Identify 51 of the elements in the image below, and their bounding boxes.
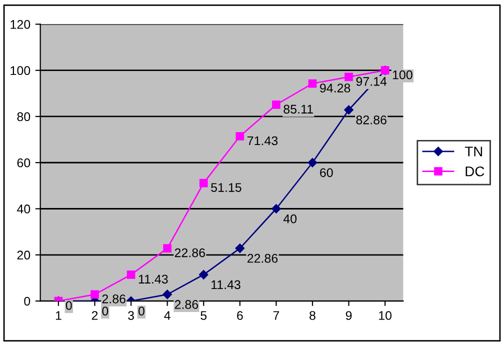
point	[90, 290, 99, 299]
x-tick-label: 1	[56, 311, 62, 320]
data-label: 82.86	[356, 116, 386, 124]
data-label: 2.86	[102, 294, 126, 304]
y-tick-label: 0	[24, 296, 30, 306]
y-tick-label: 60	[17, 158, 30, 168]
point	[272, 204, 281, 214]
data-label: 0	[66, 301, 72, 310]
point	[344, 105, 354, 115]
y-tick-label: 40	[16, 204, 30, 214]
x-tick-label: 3	[128, 311, 134, 320]
data-label: 11.43	[212, 280, 240, 290]
x-tick-label: 9	[346, 311, 352, 320]
point	[198, 270, 208, 280]
data-label: 85.11	[284, 104, 313, 114]
point	[163, 244, 172, 252]
data-label: 51.15	[211, 183, 242, 192]
point	[272, 100, 280, 109]
x-tick-label: 6	[237, 311, 243, 320]
x-tick-label: 8	[310, 311, 316, 320]
data-label: 0	[138, 306, 144, 316]
legend-label: DC	[466, 166, 484, 176]
point	[236, 132, 244, 140]
data-label: 71.43	[247, 136, 278, 146]
data-label: 40	[283, 214, 297, 224]
data-label: 2.86	[174, 300, 198, 309]
data-label: 60	[320, 168, 333, 178]
x-tick-label: 5	[200, 311, 207, 320]
point	[344, 72, 353, 82]
point	[308, 158, 318, 168]
data-label: 100	[392, 70, 412, 80]
point	[235, 244, 245, 253]
x-tick-label: 2	[92, 311, 98, 320]
y-tick-label: 100	[10, 66, 30, 76]
point	[162, 290, 172, 300]
x-tick-label: 7	[273, 311, 280, 320]
data-label: 22.86	[247, 254, 278, 263]
point	[308, 79, 317, 88]
x-tick-label: 10	[379, 311, 392, 320]
y-tick-label: 120	[10, 20, 30, 29]
x-tick-label: 4	[164, 311, 170, 320]
data-label: 97.14	[356, 77, 387, 86]
point	[199, 178, 208, 188]
data-label: 94.28	[320, 84, 350, 92]
data-label: 11.43	[138, 274, 168, 284]
data-label: 0	[102, 306, 108, 316]
y-tick-label: 20	[17, 250, 30, 260]
legend-label: TN	[464, 146, 482, 156]
point	[126, 270, 136, 279]
data-label: 22.86	[174, 248, 206, 258]
y-tick-label: 80	[17, 112, 30, 122]
